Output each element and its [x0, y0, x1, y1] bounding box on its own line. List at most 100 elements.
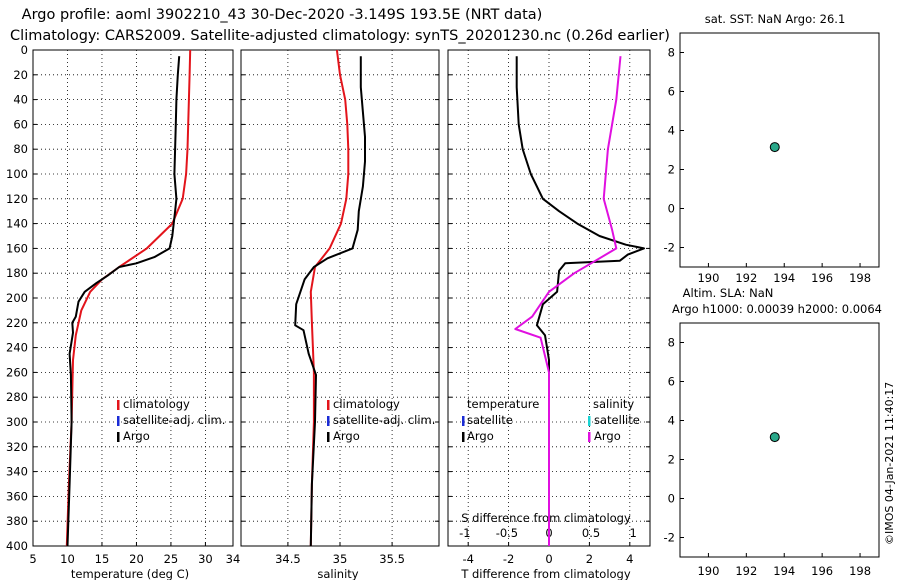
series-line-climatology: [309, 49, 350, 547]
x-tick-label: -2: [503, 552, 514, 566]
depth-tick-label: 40: [13, 93, 28, 107]
x-tick-label: -4: [462, 552, 473, 566]
temperature-series: [65, 49, 192, 547]
legend-s-satellite-label: satellite: [594, 413, 640, 427]
t-difference-xlabel: T difference from climatology: [460, 567, 631, 580]
sst-map-frame: [679, 32, 880, 268]
x-tick-label: 20: [129, 552, 144, 566]
x-tick-label: 10: [60, 552, 75, 566]
s-difference-tick-label: -1: [459, 526, 470, 540]
s-difference-xlabel: S difference from climatology: [461, 511, 631, 525]
difference-legend: temperature salinity satellite Argo sate…: [462, 397, 640, 443]
temperature-axes-frame: [32, 49, 234, 547]
legend-climatology-label: climatology: [123, 397, 190, 411]
salinity-axes-frame: [240, 49, 440, 547]
depth-tick-label: 400: [6, 539, 28, 553]
map-x-tick-label: 198: [849, 271, 871, 285]
salinity-legend: climatology satellite-adj. clim. Argo: [327, 397, 435, 443]
map-x-tick-label: 194: [773, 564, 795, 578]
legend-t-argo-label: Argo: [467, 429, 494, 443]
depth-tick-label: 140: [6, 217, 28, 231]
depth-tick-label: 300: [6, 415, 28, 429]
t-difference-tick-labels: -4 -2 0 2 4: [462, 552, 633, 566]
sst-map-points: [769, 142, 780, 153]
x-tick-label: 15: [95, 552, 110, 566]
temperature-panel: 0 20 40 60 80 100 120 140 160 180 200 220 240 260 280 3…: [6, 43, 240, 580]
legend-t-satellite-swatch: [462, 416, 465, 426]
salinity-xlabel: salinity: [317, 567, 358, 580]
temperature-tick-labels: 5 10 15 20 25 30 34: [29, 552, 240, 566]
sst-map-panel: sat. SST: NaN Argo: 26.1 190 192 194 196 198…: [664, 12, 880, 285]
depth-tick-label: 260: [6, 365, 28, 379]
x-tick-label: 2: [586, 552, 593, 566]
title-line-2: Climatology: CARS2009. Satellite-adjuste…: [10, 28, 670, 44]
map-x-tick-label: 190: [697, 271, 719, 285]
legend-climatology-swatch: [117, 400, 120, 410]
map-y-tick-label: 2: [668, 163, 675, 177]
depth-tick-labels: 0 20 40 60 80 100 120 140 160 180 200 220 240 260 280 3…: [6, 43, 28, 553]
depth-tick-label: 240: [6, 341, 28, 355]
legend-satellite-label: satellite-adj. clim.: [123, 413, 225, 427]
depth-tick-label: 20: [13, 68, 28, 82]
depth-tick-label: 60: [13, 117, 28, 131]
legend-s-argo-swatch: [588, 432, 591, 442]
map-y-tick-label: 6: [668, 375, 675, 389]
sla-map-title: Altim. SLA: NaN: [683, 286, 774, 300]
s-difference-tick-label: 0.5: [582, 526, 600, 540]
series-line-argo: [294, 56, 366, 547]
sla-map-points: [769, 432, 780, 443]
depth-tick-label: 360: [6, 489, 28, 503]
title-line-1: Argo profile: aoml 3902210_43 30-Dec-202…: [22, 7, 543, 23]
map-y-tick-label: 2: [668, 453, 675, 467]
x-tick-label: 4: [626, 552, 633, 566]
legend-argo-swatch: [327, 432, 330, 442]
salinity-panel: 34.5 35 35.5 salinity climatology satellit…: [240, 49, 440, 580]
temperature-legend: climatology satellite-adj. clim. Argo: [117, 397, 225, 443]
difference-panel: -4 -2 0 2 4 T difference from climatology S …: [447, 49, 651, 580]
sst-map-title: sat. SST: NaN Argo: 26.1: [705, 12, 846, 26]
s-difference-tick-labels: -1 -0.5 0 0.5 1: [459, 526, 637, 540]
map-y-tick-label: 0: [668, 492, 675, 506]
depth-tick-label: 160: [6, 241, 28, 255]
difference-series: [514, 56, 645, 546]
map-y-tick-label: 8: [668, 46, 675, 60]
salinity-grid: [241, 49, 439, 547]
x-tick-label: 34.5: [275, 552, 301, 566]
argo-location-marker: [769, 432, 780, 443]
x-tick-label: 35: [333, 552, 348, 566]
x-tick-label: 25: [164, 552, 179, 566]
map-x-tick-label: 190: [697, 564, 719, 578]
legend-climatology-swatch: [327, 400, 330, 410]
map-y-tick-label: 4: [668, 414, 675, 428]
sla-map-ticks: 190 192 194 196 198 -2 0 2 4 6 8: [664, 336, 871, 579]
sla-map-frame: [679, 322, 880, 558]
legend-temperature-heading: temperature: [467, 397, 539, 411]
salinity-series: [294, 49, 366, 547]
legend-climatology-label: climatology: [333, 397, 400, 411]
depth-tick-label: 100: [6, 167, 28, 181]
s-difference-tick-label: -0.5: [496, 526, 518, 540]
legend-argo-label: Argo: [123, 429, 150, 443]
figure-title: Argo profile: aoml 3902210_43 30-Dec-202…: [10, 7, 670, 44]
legend-t-argo-swatch: [462, 432, 465, 442]
legend-salinity-heading: salinity: [593, 397, 634, 411]
temperature-grid: [32, 49, 234, 547]
depth-tick-label: 0: [21, 43, 28, 57]
sla-map-subtitle: Argo h1000: 0.00039 h2000: 0.0064: [672, 302, 882, 316]
map-x-tick-label: 196: [811, 271, 833, 285]
legend-argo-label: Argo: [333, 429, 360, 443]
legend-s-argo-label: Argo: [594, 429, 621, 443]
s-difference-tick-label: 1: [630, 526, 637, 540]
salinity-tick-labels: 34.5 35 35.5: [275, 552, 405, 566]
map-y-tick-label: 8: [668, 336, 675, 350]
map-y-tick-label: 0: [668, 202, 675, 216]
argo-location-marker: [769, 142, 780, 153]
depth-tick-label: 180: [6, 266, 28, 280]
depth-tick-label: 120: [6, 192, 28, 206]
legend-satellite-swatch: [327, 416, 330, 426]
legend-argo-swatch: [117, 432, 120, 442]
x-tick-label: 30: [198, 552, 213, 566]
x-tick-label: 0: [545, 552, 552, 566]
imos-watermark: ©IMOS 04-Jan-2021 11:40:17: [883, 382, 896, 545]
